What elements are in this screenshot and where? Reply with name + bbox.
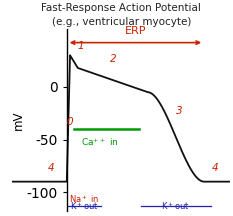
Y-axis label: mV: mV: [12, 110, 25, 130]
Text: K$^+$out: K$^+$out: [70, 201, 99, 212]
Text: 1: 1: [78, 41, 84, 51]
Title: Fast-Response Action Potential
(e.g., ventricular myocyte): Fast-Response Action Potential (e.g., ve…: [41, 3, 201, 27]
Text: 0: 0: [67, 117, 73, 127]
Text: Ca$^{++}$ in: Ca$^{++}$ in: [81, 136, 118, 148]
Text: 4: 4: [212, 163, 218, 173]
Text: ERP: ERP: [125, 26, 146, 36]
Text: 3: 3: [176, 106, 182, 116]
Text: 2: 2: [110, 54, 117, 64]
Text: K$^+$out: K$^+$out: [161, 201, 190, 212]
Text: 4: 4: [48, 163, 55, 173]
Text: Na$^+$ in: Na$^+$ in: [69, 193, 99, 205]
